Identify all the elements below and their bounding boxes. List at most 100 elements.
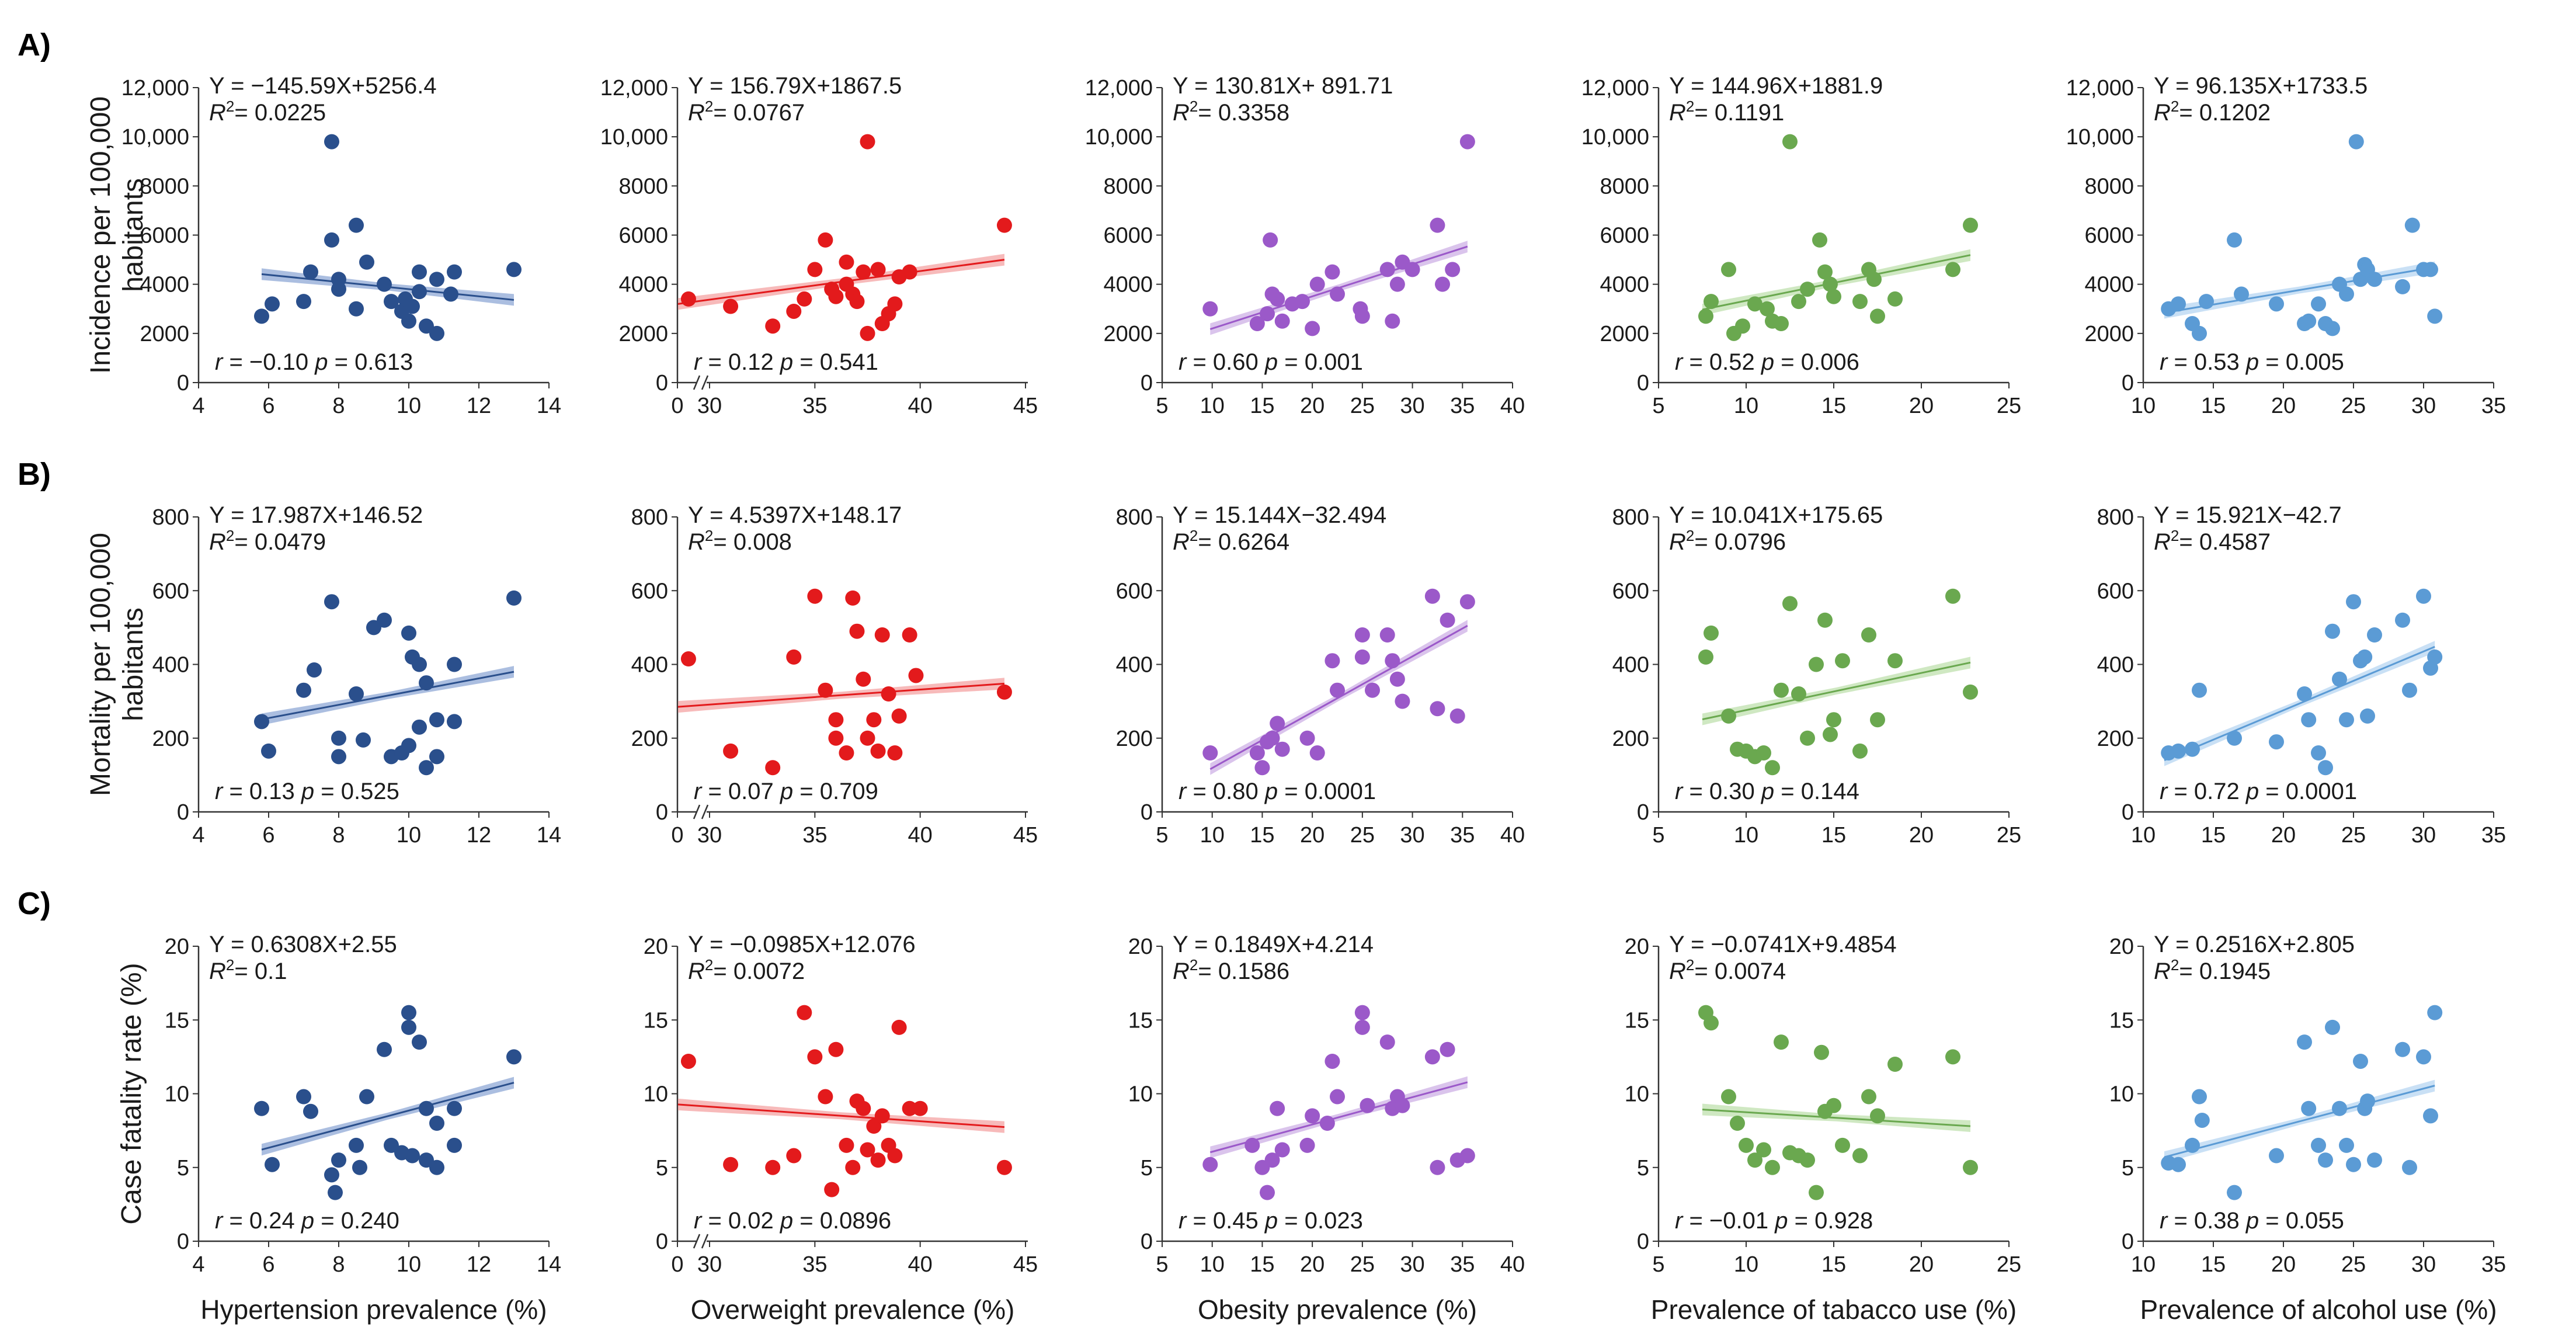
- data-point: [1861, 627, 1876, 643]
- data-point: [2346, 594, 2361, 610]
- data-point: [1354, 649, 1370, 665]
- row-label: A): [18, 27, 51, 62]
- data-point: [1800, 282, 1815, 297]
- data-point: [447, 1100, 462, 1116]
- x-tick-label: 15: [1250, 394, 1274, 418]
- data-point: [849, 294, 865, 310]
- r-squared: R2= 0.008: [688, 527, 792, 555]
- data-point: [2311, 1137, 2326, 1153]
- panel-r1-c4: 0 200 400 600 800 10 15 20 25 30 35 Y = 15.921X−42.…: [2097, 502, 2507, 848]
- y-tick-label: 600: [2097, 579, 2134, 603]
- data-point: [839, 1137, 854, 1153]
- data-point: [2332, 671, 2347, 687]
- row-label: B): [18, 457, 51, 492]
- x-tick-label: 30: [2411, 823, 2436, 848]
- data-point: [2339, 1137, 2354, 1153]
- data-point: [384, 1137, 399, 1153]
- x-tick-label: 0: [671, 394, 683, 418]
- data-point: [1747, 296, 1762, 312]
- data-point: [324, 1167, 339, 1183]
- data-point: [1459, 594, 1475, 610]
- data-point: [447, 657, 462, 672]
- y-tick-label: 2000: [2084, 322, 2134, 346]
- x-tick-label: 25: [2341, 823, 2366, 848]
- x-tick-label: 10: [397, 1252, 421, 1277]
- y-tick-label: 10: [644, 1082, 668, 1107]
- data-point: [2192, 325, 2207, 341]
- data-point: [1826, 289, 1841, 304]
- data-point: [443, 286, 458, 302]
- data-point: [1826, 712, 1841, 728]
- data-point: [2367, 272, 2382, 287]
- y-tick-label: 800: [1116, 505, 1153, 530]
- r-squared: R2= 0.3358: [1173, 98, 1289, 126]
- data-point: [1435, 276, 1450, 292]
- y-tick-label: 600: [631, 579, 668, 603]
- x-tick-label: 20: [2271, 823, 2296, 848]
- row-ylabel: Incidence per 100,000 habitants: [85, 96, 149, 374]
- x-tick-label: 14: [537, 823, 561, 848]
- data-point: [1765, 760, 1780, 776]
- data-point: [2192, 1089, 2207, 1105]
- data-point: [1430, 217, 1445, 233]
- data-point: [1264, 730, 1280, 746]
- data-point: [331, 749, 346, 765]
- x-tick-label: 15: [2201, 823, 2226, 848]
- data-point: [765, 318, 781, 334]
- x-tick-label: 10: [1200, 823, 1225, 848]
- x-tick-label: 12: [467, 394, 491, 418]
- data-point: [1704, 1015, 1719, 1031]
- data-point: [1809, 657, 1824, 672]
- regression-equation: Y = 10.041X+175.65: [1669, 502, 1883, 528]
- x-tick-label: 15: [1821, 823, 1846, 848]
- data-point: [2192, 682, 2207, 698]
- data-point: [1814, 1044, 1829, 1060]
- regression-line: [677, 1103, 1005, 1128]
- regression-equation: Y = −0.0741X+9.4854: [1669, 932, 1897, 957]
- y-tick-label: 600: [1116, 579, 1153, 603]
- r-squared: R2= 0.4587: [2154, 527, 2271, 555]
- panel-r2-c4: 0 5 10 15 20 10 15 20 25 30 35 Y = 0.2516X+2.805R2=…: [2109, 932, 2506, 1277]
- panel-r0-c3: 0 2000 4000 6000 8000 10,000 12,000 5 10 15 20 25 Y …: [1581, 73, 2021, 418]
- data-point: [1774, 682, 1789, 698]
- data-point: [1440, 612, 1455, 628]
- y-tick-label: 800: [152, 505, 189, 530]
- x-tick-label: 20: [1300, 823, 1324, 848]
- data-point: [1330, 1089, 1345, 1105]
- y-tick-label: 10,000: [121, 125, 189, 150]
- correlation-stats: r = 0.30 p = 0.144: [1675, 779, 1859, 804]
- data-point: [1309, 745, 1325, 761]
- data-point: [1299, 730, 1315, 746]
- data-point: [874, 1108, 890, 1124]
- data-point: [828, 1041, 844, 1057]
- regression-equation: Y = 15.921X−42.7: [2154, 502, 2342, 528]
- data-point: [1791, 686, 1806, 702]
- x-tick-label: 10: [397, 394, 421, 418]
- data-point: [412, 264, 427, 280]
- data-point: [1704, 625, 1719, 641]
- data-point: [824, 1182, 840, 1197]
- data-point: [1354, 627, 1370, 643]
- panel-r0-c2: 0 2000 4000 6000 8000 10,000 12,000 5 10 15 20 25 30…: [1085, 73, 1525, 418]
- correlation-stats: r = 0.72 p = 0.0001: [2160, 779, 2357, 804]
- data-point: [1852, 294, 1868, 310]
- data-point: [902, 627, 917, 643]
- y-tick-label: 5: [656, 1156, 668, 1180]
- panel-r0-c4: 0 2000 4000 6000 8000 10,000 12,000 10 15 20 25 30 3…: [2066, 73, 2506, 418]
- data-point: [1270, 716, 1285, 731]
- data-point: [2348, 134, 2364, 150]
- data-point: [828, 730, 844, 746]
- y-tick-label: 6000: [1600, 224, 1649, 248]
- correlation-stats: r = 0.38 p = 0.055: [2160, 1208, 2344, 1234]
- panel-r1-c1: 0 200 400 600 800 0 30 35 40 45 Y = 4.5397X+148.17…: [631, 502, 1038, 848]
- data-point: [412, 657, 427, 672]
- data-point: [1826, 1098, 1841, 1113]
- data-point: [2269, 296, 2284, 312]
- data-point: [1424, 1049, 1440, 1065]
- data-point: [2171, 296, 2186, 312]
- data-point: [1823, 727, 1838, 742]
- x-tick-label: 10: [2131, 394, 2156, 418]
- y-tick-label: 10: [165, 1082, 189, 1107]
- x-tick-label: 15: [2201, 1252, 2226, 1277]
